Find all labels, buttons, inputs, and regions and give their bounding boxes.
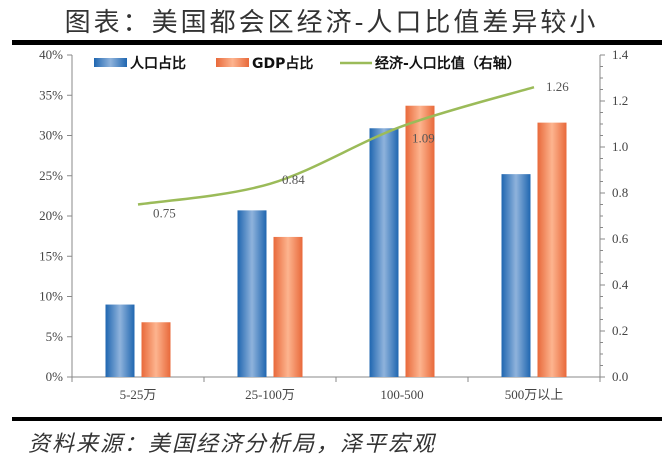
right-axis-tick: 0.8 — [612, 185, 628, 200]
ratio-data-label: 0.75 — [153, 206, 176, 221]
legend-swatch-gdp — [216, 58, 249, 67]
left-axis-tick: 10% — [39, 289, 63, 304]
gdp-bar — [273, 236, 303, 377]
x-axis-label: 5-25万 — [120, 387, 157, 402]
legend-label-gdp: GDP占比 — [252, 55, 313, 72]
right-axis-tick: 1.4 — [612, 47, 629, 62]
ratio-data-label: 1.26 — [546, 79, 569, 94]
population-bar — [369, 128, 399, 377]
left-axis-tick: 15% — [39, 248, 63, 263]
right-axis-tick: 0.2 — [612, 323, 628, 338]
legend: 人口占比 GDP占比 经济-人口比值（右轴） — [94, 55, 521, 72]
x-axis-label: 500万以上 — [505, 387, 564, 402]
x-axis-label: 25-100万 — [245, 387, 295, 402]
gdp-bar — [537, 122, 567, 378]
x-axis-label: 100-500 — [380, 387, 423, 402]
left-axis-tick: 40% — [39, 47, 63, 62]
axes: 0% 5% 10% 15% 20% 25% 30% 35% 40% 0.0 0.2 0.4 0.6 0.8… — [39, 47, 629, 402]
left-axis-tick: 5% — [46, 329, 64, 344]
left-axis-tick: 0% — [46, 369, 64, 384]
ratio-data-label: 0.84 — [282, 172, 305, 187]
right-axis-tick: 1.2 — [612, 93, 628, 108]
legend-swatch-population — [94, 58, 127, 67]
ratio-line-path — [137, 86, 535, 206]
population-bar — [237, 210, 267, 377]
right-axis-tick: 0.0 — [612, 369, 628, 384]
population-bar — [105, 304, 135, 377]
ratio-line: 0.75 0.84 1.09 1.26 — [137, 79, 569, 221]
bars — [105, 105, 567, 378]
right-axis-tick: 0.4 — [612, 277, 629, 292]
top-rule — [12, 40, 662, 45]
right-axis-tick: 1.0 — [612, 139, 628, 154]
chart-title: 图表：美国都会区经济-人口比值差异较小 — [64, 8, 599, 38]
left-axis-tick: 20% — [39, 208, 63, 223]
bottom-rule — [12, 417, 662, 421]
population-bar — [501, 174, 531, 377]
left-axis-tick: 30% — [39, 128, 63, 143]
legend-label-population: 人口占比 — [130, 55, 186, 72]
right-axis-tick: 0.6 — [612, 231, 629, 246]
legend-label-ratio: 经济-人口比值（右轴） — [375, 55, 521, 72]
source-note: 资料来源：美国经济分析局，泽平宏观 — [28, 432, 437, 457]
gdp-bar — [405, 105, 435, 377]
gdp-bar — [141, 322, 171, 377]
left-axis-tick: 35% — [39, 87, 63, 102]
left-axis-tick: 25% — [39, 168, 63, 183]
ratio-data-label: 1.09 — [412, 130, 435, 145]
